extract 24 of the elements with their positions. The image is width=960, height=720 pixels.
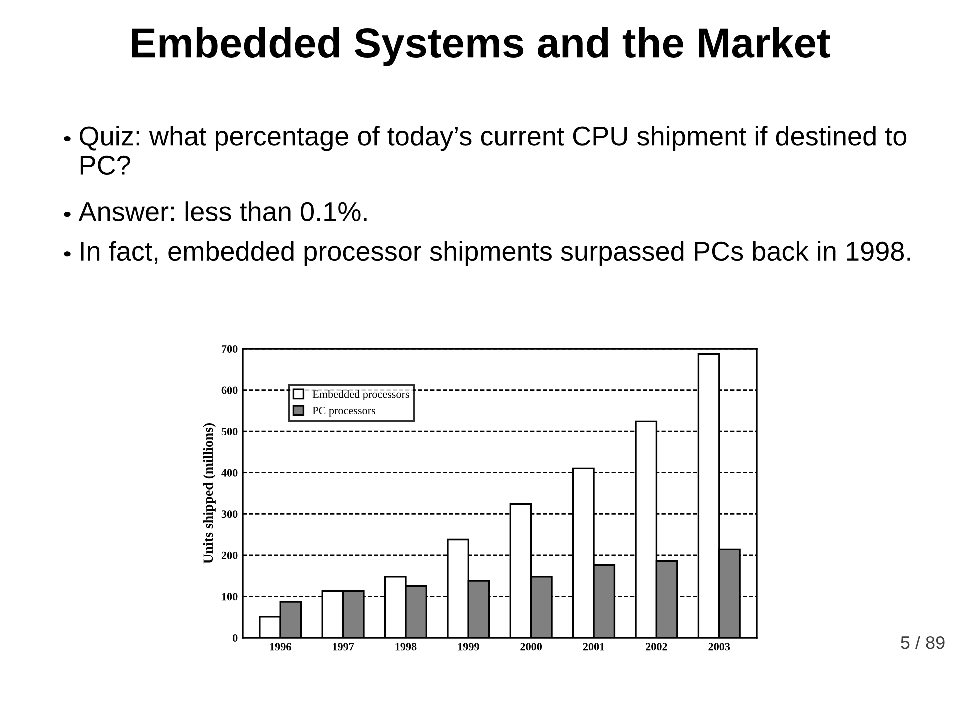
y-tick-label: 500 xyxy=(222,428,238,436)
text: In fact, embedded processor shipments surpassed PCs back in 1998. xyxy=(81,241,910,266)
x-tick-label: 2000 xyxy=(520,643,542,651)
text: Answer: less than 0.1%. xyxy=(78,202,367,222)
x-tick-label: 1997 xyxy=(333,643,354,651)
x-tick-label: 1999 xyxy=(458,643,480,651)
text: Quiz: what percentage of today’s current CPU shipment if destined to PC? xyxy=(80,126,907,176)
y-axis-title: Units shipped (millions) xyxy=(203,423,216,564)
y-tick-label: 400 xyxy=(222,469,238,477)
chart-title: Embedded Systems and the Market xyxy=(132,27,830,66)
legend-label: Embedded processors xyxy=(312,390,410,400)
y-tick-label: 600 xyxy=(222,386,238,394)
y-tick-label: 700 xyxy=(222,345,238,353)
legend-label: PC processors xyxy=(312,407,376,417)
y-tick-label: 100 xyxy=(222,593,238,601)
x-tick-label: 1998 xyxy=(396,643,417,651)
y-tick-label: 300 xyxy=(222,510,238,518)
x-tick-label: 2003 xyxy=(708,643,730,651)
x-tick-label: 2002 xyxy=(646,643,668,651)
x-tick-label: 1996 xyxy=(270,643,292,651)
x-tick-label: 2001 xyxy=(583,643,605,651)
y-tick-label: 0 xyxy=(233,634,238,642)
text: 5 / 89 xyxy=(901,636,945,650)
y-tick-label: 200 xyxy=(222,552,238,560)
